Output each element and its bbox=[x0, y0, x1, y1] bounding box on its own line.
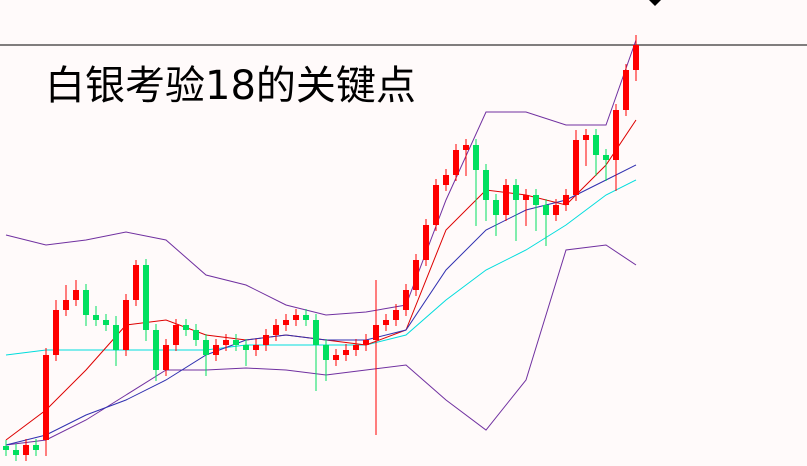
candle-body bbox=[43, 355, 49, 440]
indicator-line bbox=[5, 119, 637, 441]
candle-body bbox=[543, 205, 549, 215]
candle-body bbox=[593, 135, 599, 155]
candle-body bbox=[483, 170, 489, 200]
candle-body bbox=[373, 325, 379, 340]
candle-body bbox=[333, 355, 339, 360]
candle-body bbox=[453, 150, 459, 175]
candle-body bbox=[33, 445, 39, 450]
candle-body bbox=[243, 345, 249, 350]
candle-body bbox=[613, 110, 619, 160]
candle-body bbox=[193, 330, 199, 340]
candle-body bbox=[233, 340, 239, 345]
candle-body bbox=[443, 175, 449, 185]
candle-body bbox=[503, 185, 509, 215]
candle-body bbox=[553, 205, 559, 215]
candle-body bbox=[13, 450, 19, 455]
candle-body bbox=[283, 320, 289, 325]
candle-body bbox=[253, 345, 259, 350]
candle-body bbox=[83, 290, 89, 315]
candle-body bbox=[163, 345, 169, 370]
candle-body bbox=[623, 70, 629, 110]
candle-body bbox=[223, 340, 229, 345]
candle-body bbox=[413, 260, 419, 290]
candle-body bbox=[493, 200, 499, 215]
candle-body bbox=[53, 310, 59, 355]
candle-body bbox=[533, 195, 539, 205]
chart-title: 白银考验18的关键点 bbox=[45, 63, 416, 109]
candle-body bbox=[353, 345, 359, 350]
candle-body bbox=[123, 300, 129, 350]
candle-body bbox=[473, 145, 479, 170]
candle-body bbox=[103, 320, 109, 325]
candle-body bbox=[183, 325, 189, 330]
indicator-line bbox=[5, 39, 637, 316]
candle-body bbox=[143, 265, 149, 330]
candle-body bbox=[393, 310, 399, 320]
candle-body bbox=[463, 145, 469, 150]
candle-body bbox=[153, 330, 159, 370]
candle-body bbox=[563, 195, 569, 205]
candle-body bbox=[93, 315, 99, 320]
candle-body bbox=[513, 185, 519, 200]
candle-body bbox=[433, 185, 439, 225]
candle-body bbox=[63, 300, 69, 310]
candle-body bbox=[523, 195, 529, 200]
candle-body bbox=[203, 340, 209, 355]
candle-body bbox=[273, 325, 279, 335]
candle-body bbox=[263, 335, 269, 345]
candle-body bbox=[293, 315, 299, 320]
candle-body bbox=[173, 325, 179, 345]
candle-body bbox=[23, 445, 29, 455]
candle-body bbox=[403, 290, 409, 310]
indicator-line bbox=[5, 164, 637, 446]
candle-body bbox=[583, 135, 589, 140]
candle-body bbox=[603, 155, 609, 160]
marker bbox=[649, 0, 661, 6]
candle-body bbox=[213, 345, 219, 355]
candle-body bbox=[313, 320, 319, 345]
candle-body bbox=[573, 140, 579, 195]
candle-body bbox=[363, 340, 369, 345]
plot bbox=[3, 35, 639, 461]
candle-body bbox=[3, 446, 9, 450]
candle-body bbox=[133, 265, 139, 300]
candle-body bbox=[383, 320, 389, 325]
candle-body bbox=[343, 350, 349, 355]
candle-body bbox=[423, 225, 429, 260]
candle-body bbox=[323, 345, 329, 360]
candle-body bbox=[303, 315, 309, 320]
candle-body bbox=[633, 45, 639, 70]
candle-body bbox=[73, 290, 79, 300]
candle-body bbox=[113, 325, 119, 350]
